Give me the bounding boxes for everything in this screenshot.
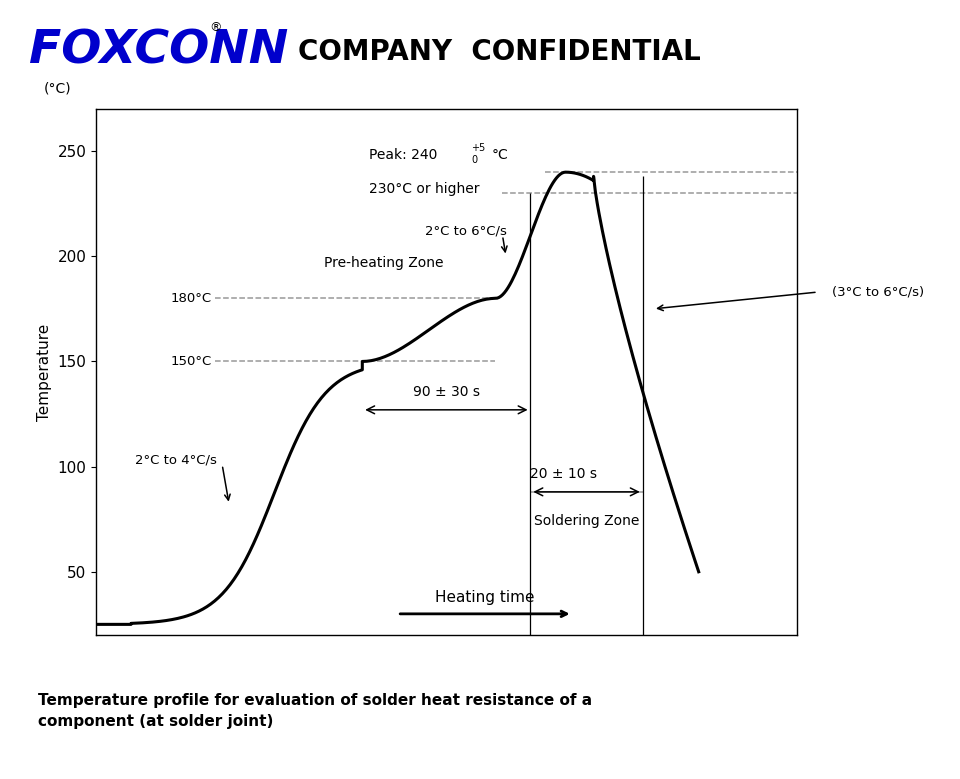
Y-axis label: Temperature: Temperature (36, 323, 52, 421)
Text: +5: +5 (471, 143, 485, 153)
Text: 2°C to 6°C/s: 2°C to 6°C/s (425, 224, 507, 238)
Text: (3°C to 6°C/s): (3°C to 6°C/s) (831, 286, 924, 298)
Text: 180°C: 180°C (171, 292, 211, 305)
Text: (°C): (°C) (43, 82, 71, 96)
Text: FOXCONN: FOXCONN (29, 28, 288, 73)
Text: COMPANY  CONFIDENTIAL: COMPANY CONFIDENTIAL (298, 38, 701, 66)
Text: 20 ± 10 s: 20 ± 10 s (531, 467, 597, 481)
Text: 0: 0 (471, 154, 477, 164)
Text: 150°C: 150°C (170, 355, 211, 368)
Text: Peak: 240: Peak: 240 (370, 148, 438, 162)
Text: Soldering Zone: Soldering Zone (534, 514, 639, 528)
Text: Heating time: Heating time (435, 590, 535, 605)
Text: °C: °C (492, 148, 509, 162)
Text: Pre-heating Zone: Pre-heating Zone (324, 256, 444, 270)
Text: 230°C or higher: 230°C or higher (370, 182, 480, 196)
Text: 90 ± 30 s: 90 ± 30 s (413, 386, 480, 400)
Text: Temperature profile for evaluation of solder heat resistance of a
component (at : Temperature profile for evaluation of so… (38, 693, 592, 729)
Text: 2°C to 4°C/s: 2°C to 4°C/s (134, 454, 216, 467)
Text: ®: ® (209, 21, 222, 33)
